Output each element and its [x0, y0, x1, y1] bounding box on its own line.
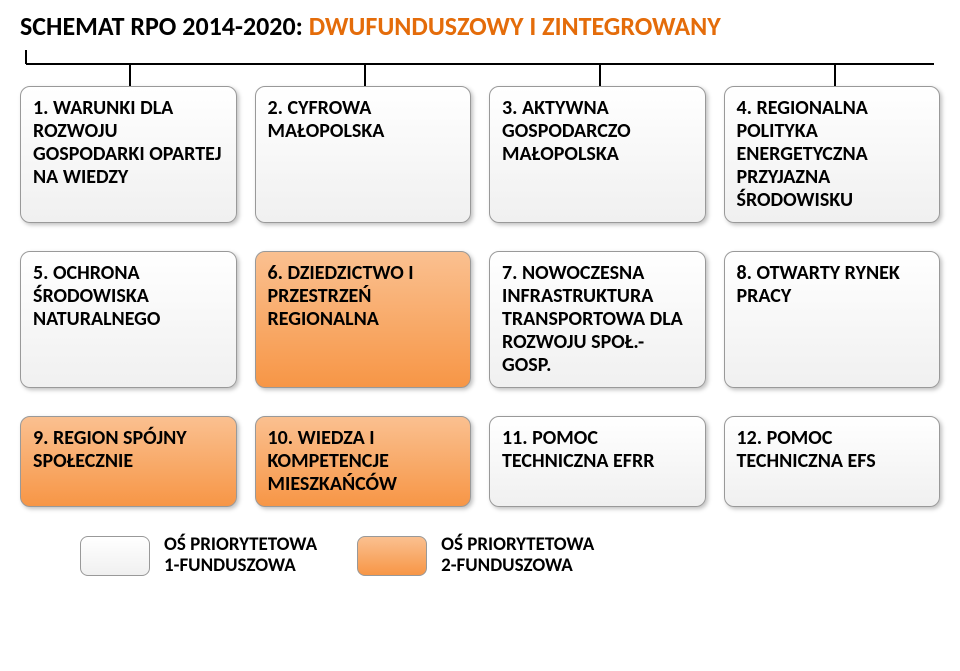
box-10-label: 10. WIEDZA I KOMPETENCJE MIESZKAŃCÓW: [268, 427, 459, 496]
legend: OŚ PRIORYTETOWA1-FUNDUSZOWA OŚ PRIORYTET…: [20, 535, 940, 577]
box-12-label: 12. POMOC TECHNICZNA EFS: [737, 427, 928, 473]
page-title: SCHEMAT RPO 2014-2020: DWUFUNDUSZOWY I Z…: [20, 10, 940, 42]
box-9-label: 9. REGION SPÓJNY SPOŁECZNIE: [33, 427, 224, 473]
box-2: 2. CYFROWA MAŁOPOLSKA: [255, 86, 472, 223]
title-part2: DWUFUNDUSZOWY I ZINTEGROWANY: [309, 10, 721, 42]
box-3: 3. AKTYWNA GOSPODARCZO MAŁOPOLSKA: [489, 86, 706, 223]
row-3: 9. REGION SPÓJNY SPOŁECZNIE 10. WIEDZA I…: [20, 416, 940, 507]
box-7: 7. NOWOCZESNA INFRASTRUKTURA TRANSPORTOW…: [489, 251, 706, 388]
box-6-label: 6. DZIEDZICTWO I PRZESTRZEŃ REGIONALNA: [268, 262, 459, 331]
box-6: 6. DZIEDZICTWO I PRZESTRZEŃ REGIONALNA: [255, 251, 472, 388]
box-2-label: 2. CYFROWA MAŁOPOLSKA: [268, 97, 459, 143]
legend-item-1: OŚ PRIORYTETOWA1-FUNDUSZOWA: [80, 535, 317, 577]
title-part1: SCHEMAT RPO 2014-2020:: [20, 10, 309, 42]
box-5-label: 5. OCHRONA ŚRODOWISKA NATURALNEGO: [33, 262, 224, 331]
row-2: 5. OCHRONA ŚRODOWISKA NATURALNEGO 6. DZI…: [20, 251, 940, 388]
box-1-label: 1. WARUNKI DLA ROZWOJU GOSPODARKI OPARTE…: [33, 97, 224, 189]
legend-label-1: OŚ PRIORYTETOWA1-FUNDUSZOWA: [164, 535, 317, 577]
box-8: 8. OTWARTY RYNEK PRACY: [724, 251, 941, 388]
box-12: 12. POMOC TECHNICZNA EFS: [724, 416, 941, 507]
box-4-label: 4. REGIONALNA POLITYKA ENERGETYCZNA PRZY…: [737, 97, 928, 212]
legend-label-2: OŚ PRIORYTETOWA2-FUNDUSZOWA: [441, 535, 594, 577]
box-11-label: 11. POMOC TECHNICZNA EFRR: [502, 427, 693, 473]
box-10: 10. WIEDZA I KOMPETENCJE MIESZKAŃCÓW: [255, 416, 472, 507]
box-1: 1. WARUNKI DLA ROZWOJU GOSPODARKI OPARTE…: [20, 86, 237, 223]
box-9: 9. REGION SPÓJNY SPOŁECZNIE: [20, 416, 237, 507]
legend-item-2: OŚ PRIORYTETOWA2-FUNDUSZOWA: [357, 535, 594, 577]
box-3-label: 3. AKTYWNA GOSPODARCZO MAŁOPOLSKA: [502, 97, 693, 166]
row-1: 1. WARUNKI DLA ROZWOJU GOSPODARKI OPARTE…: [20, 86, 940, 223]
box-8-label: 8. OTWARTY RYNEK PRACY: [737, 262, 928, 308]
box-7-label: 7. NOWOCZESNA INFRASTRUKTURA TRANSPORTOW…: [502, 262, 693, 377]
legend-swatch-2: [357, 536, 427, 576]
connector-diagram: [20, 50, 940, 86]
box-5: 5. OCHRONA ŚRODOWISKA NATURALNEGO: [20, 251, 237, 388]
legend-swatch-1: [80, 536, 150, 576]
box-4: 4. REGIONALNA POLITYKA ENERGETYCZNA PRZY…: [724, 86, 941, 223]
box-11: 11. POMOC TECHNICZNA EFRR: [489, 416, 706, 507]
